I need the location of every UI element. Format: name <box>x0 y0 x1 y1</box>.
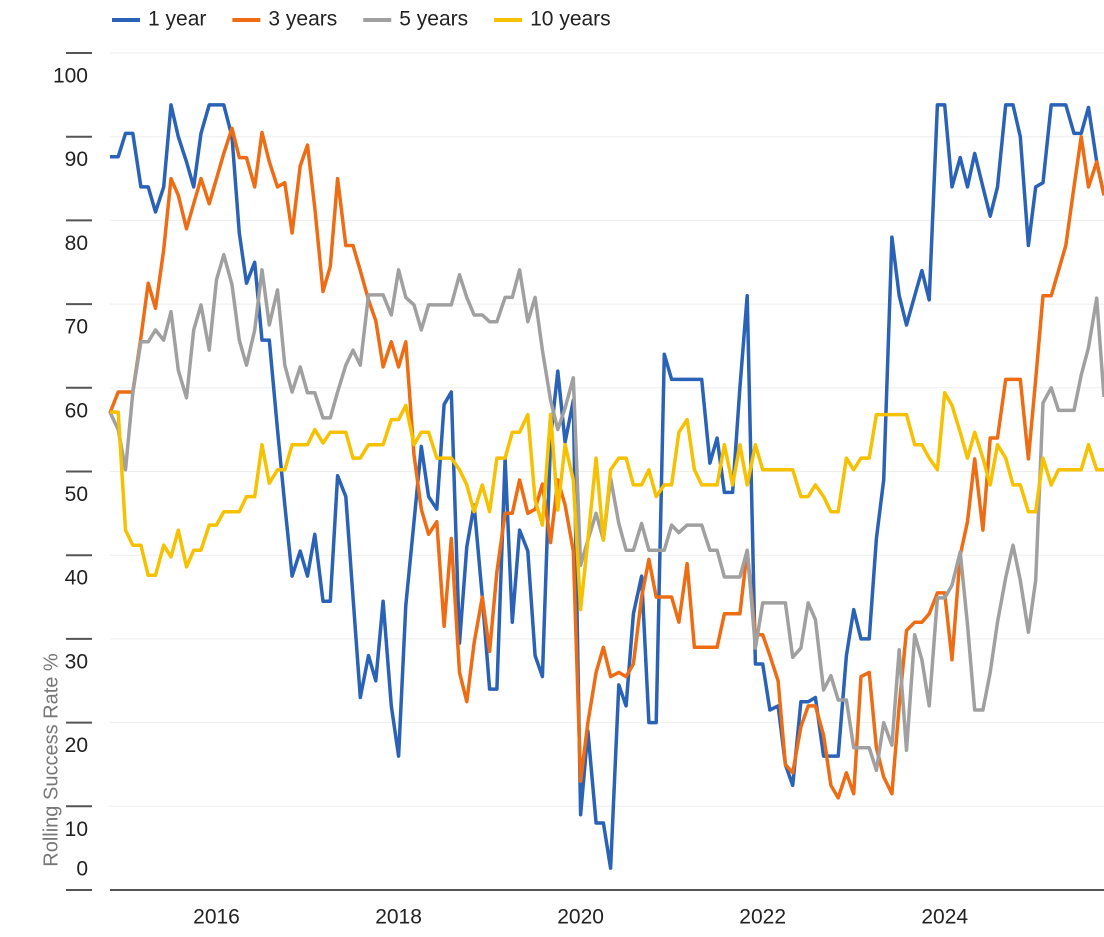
y-tick-label: 20 <box>65 734 88 757</box>
y-tick-label: 30 <box>65 650 88 673</box>
x-tick-label: 2020 <box>557 906 604 929</box>
y-tick-label: 0 <box>76 858 88 881</box>
x-tick-label: 2024 <box>921 906 968 929</box>
legend-label: 10 years <box>530 8 611 31</box>
legend-label: 1 year <box>148 8 206 31</box>
y-tick-label: 70 <box>65 316 88 339</box>
y-tick-label: 50 <box>65 483 88 506</box>
series-line <box>110 391 1104 612</box>
y-tick-label: 90 <box>65 148 88 171</box>
x-tick-label: 2018 <box>375 906 422 929</box>
y-tick-label: 60 <box>65 399 88 422</box>
y-tick-label: 10 <box>65 818 88 841</box>
series-line <box>110 103 1104 870</box>
y-axis-label: Rolling Success Rate % <box>40 653 62 867</box>
x-tick-label: 2016 <box>193 906 240 929</box>
series-line <box>108 126 1104 800</box>
legend-label: 5 years <box>399 8 468 31</box>
y-tick-label: 40 <box>65 567 88 590</box>
legend-label: 3 years <box>268 8 337 31</box>
y-tick-label: 80 <box>65 232 88 255</box>
y-tick-label: 100 <box>53 65 88 88</box>
x-tick-label: 2022 <box>739 906 786 929</box>
